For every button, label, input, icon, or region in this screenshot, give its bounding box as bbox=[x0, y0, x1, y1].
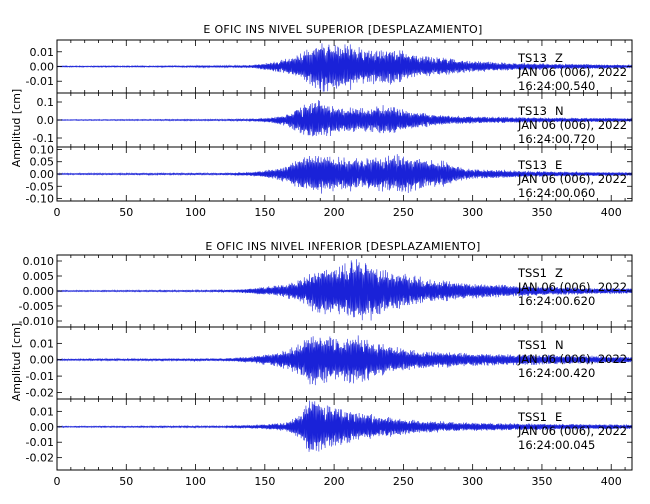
y-tick-label: -0.1 bbox=[33, 132, 54, 145]
x-tick-label: 200 bbox=[324, 206, 345, 219]
x-tick-label: 100 bbox=[185, 206, 206, 219]
y-tick-label: 0.00 bbox=[30, 168, 55, 181]
x-tick-label: 300 bbox=[462, 475, 483, 488]
component-label: N bbox=[555, 104, 564, 118]
time-label: 16:24:00.060 bbox=[518, 186, 595, 200]
station-label: TS13 bbox=[517, 104, 547, 118]
panel-frame bbox=[56, 398, 633, 471]
time-label: 16:24:00.540 bbox=[518, 79, 595, 93]
y-tick-label: -0.010 bbox=[19, 315, 54, 328]
y-tick-label: -0.01 bbox=[26, 75, 54, 88]
component-label: N bbox=[555, 338, 564, 352]
component-label: Z bbox=[555, 51, 563, 65]
x-tick-label: 200 bbox=[324, 475, 345, 488]
x-tick-label: 250 bbox=[393, 475, 414, 488]
seismic-trace bbox=[57, 43, 632, 92]
x-tick-label: 300 bbox=[462, 206, 483, 219]
top-chart-ylabel: Amplitud [cm] bbox=[10, 89, 23, 167]
y-tick-label: -0.10 bbox=[26, 193, 54, 206]
y-tick-label: 0.010 bbox=[23, 255, 55, 268]
y-tick-label: 0.10 bbox=[30, 143, 55, 156]
date-label: JAN 06 (006), 2022 bbox=[517, 280, 627, 294]
y-tick-label: -0.02 bbox=[26, 386, 54, 399]
date-label: JAN 06 (006), 2022 bbox=[517, 118, 627, 132]
component-label: E bbox=[555, 410, 562, 424]
y-tick-label: 0.1 bbox=[37, 96, 55, 109]
x-tick-label: 50 bbox=[119, 475, 133, 488]
y-tick-label: 0.01 bbox=[30, 405, 55, 418]
component-label: Z bbox=[555, 266, 563, 280]
station-label: TS13 bbox=[517, 158, 547, 172]
date-label: JAN 06 (006), 2022 bbox=[517, 172, 627, 186]
bottom-chart-ylabel: Amplitud [cm] bbox=[10, 323, 23, 401]
x-tick-label: 150 bbox=[254, 475, 275, 488]
y-tick-label: 0.00 bbox=[30, 421, 55, 434]
x-tick-label: 350 bbox=[531, 206, 552, 219]
x-tick-label: 400 bbox=[601, 206, 622, 219]
time-label: 16:24:00.045 bbox=[518, 438, 595, 452]
y-tick-label: 0.01 bbox=[30, 337, 55, 350]
x-tick-label: 0 bbox=[54, 206, 61, 219]
y-tick-label: 0.00 bbox=[30, 354, 55, 367]
x-tick-label: 250 bbox=[393, 206, 414, 219]
x-axes-group: 0 50 100 150 200 250 300 350 400 0 50 100 150 200 250 3… bbox=[54, 206, 622, 488]
y-tick-label: -0.005 bbox=[19, 300, 54, 313]
date-label: JAN 06 (006), 2022 bbox=[517, 65, 627, 79]
x-tick-label: 50 bbox=[119, 206, 133, 219]
date-label: JAN 06 (006), 2022 bbox=[517, 424, 627, 438]
x-tick-label: 150 bbox=[254, 206, 275, 219]
station-label: TSS1 bbox=[517, 338, 547, 352]
x-tick-label: 350 bbox=[531, 475, 552, 488]
y-tick-label: 0.05 bbox=[30, 156, 55, 169]
seismic-trace bbox=[57, 100, 632, 137]
station-label: TSS1 bbox=[517, 266, 547, 280]
x-tick-label: 400 bbox=[601, 475, 622, 488]
y-tick-label: 0.0 bbox=[37, 114, 55, 127]
y-tick-label: -0.02 bbox=[26, 452, 54, 465]
x-tick-label: 0 bbox=[54, 475, 61, 488]
y-tick-label: -0.01 bbox=[26, 370, 54, 383]
component-label: E bbox=[555, 158, 562, 172]
seismic-trace bbox=[57, 154, 632, 194]
station-label: TSS1 bbox=[517, 410, 547, 424]
seismic-trace bbox=[57, 335, 632, 386]
date-label: JAN 06 (006), 2022 bbox=[517, 352, 627, 366]
time-label: 16:24:00.420 bbox=[518, 366, 595, 380]
y-tick-label: 0.01 bbox=[30, 46, 55, 59]
station-label: TS13 bbox=[517, 51, 547, 65]
seismic-trace bbox=[57, 400, 632, 452]
time-label: 16:24:00.620 bbox=[518, 294, 595, 308]
top-chart-title: E OFIC INS NIVEL SUPERIOR [DESPLAZAMIENT… bbox=[203, 23, 482, 36]
y-tick-label: -0.01 bbox=[26, 436, 54, 449]
bottom-chart-title: E OFIC INS NIVEL INFERIOR [DESPLAZAMIENT… bbox=[205, 240, 480, 253]
y-tick-label: -0.05 bbox=[26, 180, 54, 193]
seismic-trace bbox=[57, 259, 632, 321]
time-label: 16:24:00.720 bbox=[518, 132, 595, 146]
y-tick-label: 0.000 bbox=[23, 285, 55, 298]
x-tick-label: 100 bbox=[185, 475, 206, 488]
y-tick-label: 0.005 bbox=[23, 270, 55, 283]
y-tick-label: 0.00 bbox=[30, 61, 55, 74]
